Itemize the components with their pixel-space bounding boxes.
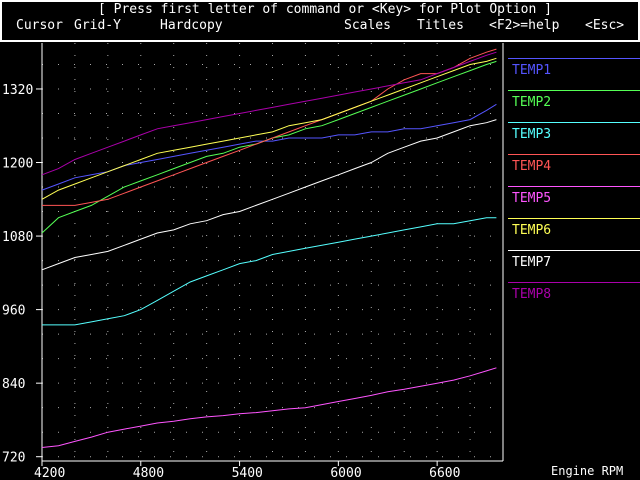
x-tick-label: 4800 <box>133 466 164 480</box>
legend-swatch-temp4 <box>508 154 640 155</box>
x-axis-label: Engine RPM <box>551 464 624 478</box>
legend-label-temp8: TEMP8 <box>512 287 552 302</box>
y-tick-label: 720 <box>2 451 25 466</box>
y-tick-label: 840 <box>2 377 25 392</box>
x-tick-label: 6000 <box>330 466 361 480</box>
legend-label-temp5: TEMP5 <box>512 191 552 206</box>
y-tick-label: 1320 <box>2 83 33 98</box>
x-tick-label: 5400 <box>232 466 263 480</box>
legend-label-temp2: TEMP2 <box>512 95 552 110</box>
menu-item-help[interactable]: <F2>=help <box>489 18 560 33</box>
command-menu-bar: [ Press first letter of command or <Key>… <box>0 0 640 42</box>
legend-swatch-temp7 <box>508 250 640 251</box>
series-line-temp4 <box>42 48 497 206</box>
series-line-temp3 <box>42 217 497 326</box>
legend-swatch-temp3 <box>508 122 640 123</box>
legend-swatch-temp2 <box>508 90 640 91</box>
series-line-temp5 <box>41 367 497 448</box>
legend-label-temp4: TEMP4 <box>512 159 552 174</box>
menu-item-grid-y[interactable]: Grid-Y <box>74 18 121 33</box>
x-tick-label: 4200 <box>34 466 65 480</box>
menu-item-hardcopy[interactable]: Hardcopy <box>160 18 223 33</box>
menu-item-scales[interactable]: Scales <box>344 18 391 33</box>
y-tick-label: 1200 <box>2 157 33 172</box>
menu-item-titles[interactable]: Titles <box>417 18 464 33</box>
x-tick-label: 6600 <box>429 466 460 480</box>
menu-item-cursor[interactable]: Cursor <box>16 18 63 33</box>
series-line-temp2 <box>41 60 497 234</box>
legend-swatch-temp6 <box>508 218 640 219</box>
menu-prompt: [ Press first letter of command or <Key>… <box>98 2 552 17</box>
y-tick-label: 1080 <box>2 230 33 245</box>
series-line-temp1 <box>41 103 497 191</box>
legend-label-temp1: TEMP1 <box>512 63 552 78</box>
legend-swatch-temp8 <box>508 282 640 283</box>
series-line-temp7 <box>41 119 497 271</box>
legend-swatch-temp5 <box>508 186 640 187</box>
menu-item-escape[interactable]: <Esc> <box>585 18 625 33</box>
series-line-temp8 <box>41 51 497 176</box>
legend-swatch-temp1 <box>508 58 640 59</box>
legend-label-temp6: TEMP6 <box>512 223 552 238</box>
series-line-temp6 <box>41 57 497 200</box>
legend-label-temp3: TEMP3 <box>512 127 552 142</box>
legend-label-temp7: TEMP7 <box>512 255 552 270</box>
y-tick-label: 960 <box>2 304 25 319</box>
